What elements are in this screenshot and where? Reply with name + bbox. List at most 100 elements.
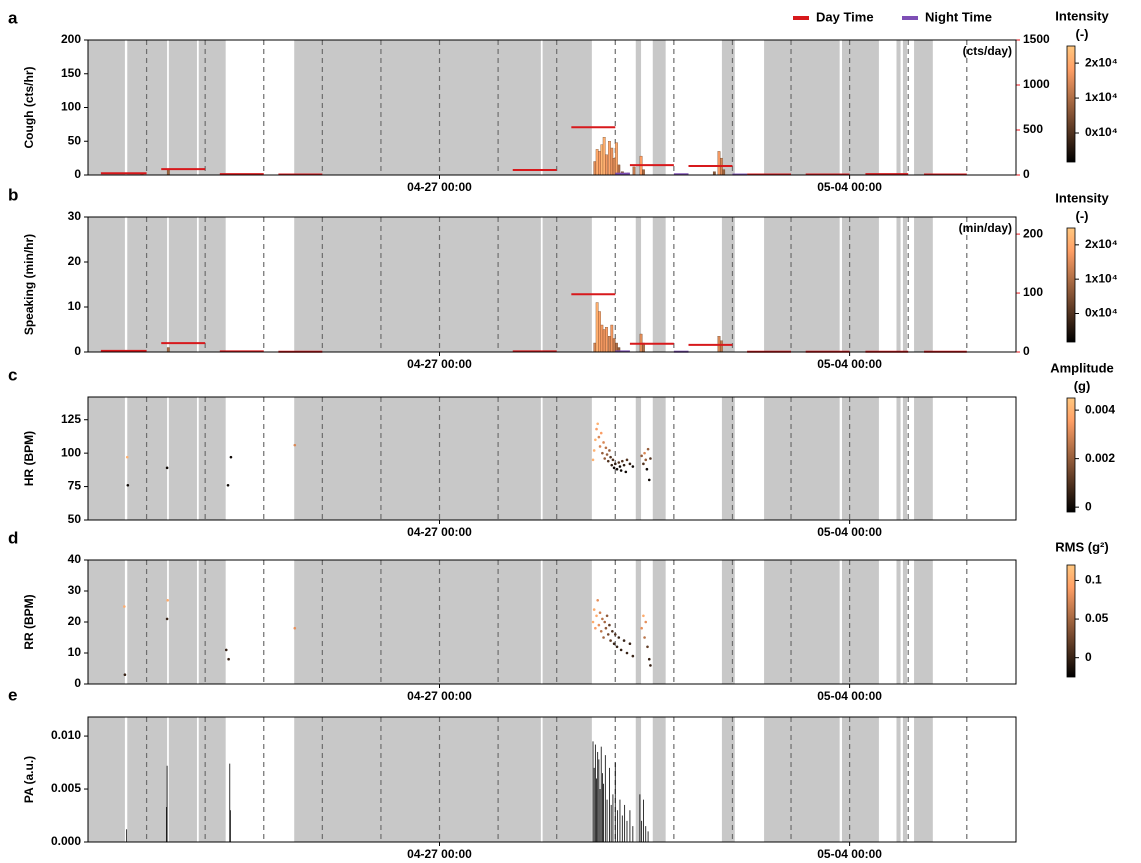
y-tick-label: 0 [74,167,81,181]
y-tick-label: 10 [68,645,82,659]
shaded-period [88,40,125,175]
scatter-point [592,449,596,452]
plot-frame [87,716,1017,843]
shaded-period [294,40,541,175]
y2-tick-label: 0 [1023,344,1030,358]
hourly-bar [598,311,601,353]
scatter-point [646,645,649,649]
scatter-point [594,438,597,442]
scatter-point [631,654,635,658]
y2-tick-label: 500 [1023,122,1043,136]
shaded-period [652,217,666,352]
shaded-period [198,40,226,175]
scatter-point [591,458,595,462]
colorbar [1066,45,1076,163]
shaded-period [721,397,735,520]
y2-tick-label: 200 [1023,226,1043,240]
x-tick-label: 04-27 00:00 [407,357,472,371]
colorbar-tick-label: 1x10⁴ [1085,90,1118,104]
shaded-period [635,217,642,352]
plot-frame [87,39,1017,176]
shaded-period [168,40,197,175]
scatter-point [631,465,635,468]
shaded-period [294,560,541,684]
scatter-point [619,648,623,652]
y-tick-label: 100 [61,100,81,114]
y-tick-label: 200 [61,32,81,46]
y-tick-label: 30 [68,209,82,223]
scatter-point [646,447,650,451]
scatter-point [598,445,602,448]
scatter-point [643,636,646,639]
shaded-period [721,40,735,175]
scatter-point [125,455,129,459]
scatter-point [604,446,608,450]
x-tick-label: 05-04 00:00 [817,180,882,194]
panel-label: e [8,685,17,704]
panel-label: c [8,365,17,384]
y2-unit-note: (min/day) [959,221,1012,235]
scatter-point [599,431,603,435]
hourly-bar [605,154,608,176]
shaded-period [842,717,879,842]
y-axis-label: RR (BPM) [22,594,36,649]
y-tick-label: 30 [68,583,82,597]
shaded-period [198,217,226,352]
hourly-bar [712,171,716,176]
shaded-period [542,40,592,175]
y2-tick-label: 1500 [1023,32,1050,46]
colorbar-tick-label: 0x10⁴ [1085,125,1118,139]
scatter-point [619,469,623,472]
scatter-point [606,459,610,463]
y2-tick-label: 100 [1023,285,1043,299]
shaded-period [168,560,197,684]
scatter-point [126,483,130,487]
hourly-bar [600,144,604,176]
hourly-bar [610,147,614,176]
shaded-period [88,397,125,520]
scatter-point [643,451,646,455]
panel-label: d [8,528,18,547]
shaded-period [721,560,735,684]
shaded-period [896,717,901,842]
scatter-point [603,620,607,624]
scatter-point [595,614,598,618]
colorbar-title: Amplitude [1050,360,1114,375]
y-tick-label: 10 [68,299,82,313]
colorbar [1066,227,1076,343]
colorbar-tick-label: 0.05 [1085,611,1109,625]
colorbar-tick-label: 0.1 [1085,573,1102,587]
shaded-period [896,397,901,520]
colorbar-unit: (-) [1076,26,1089,41]
hourly-bar [608,336,611,353]
shaded-period [635,717,642,842]
panel-label: b [8,185,18,204]
y-tick-label: 20 [68,254,82,268]
scatter-point [611,630,614,633]
scatter-point [615,467,619,471]
colorbar-tick-label: 0 [1085,499,1092,513]
y-tick-label: 40 [68,552,82,566]
scatter-point [293,443,297,447]
hourly-bar [598,151,601,176]
shaded-period [764,217,840,352]
shaded-period [198,560,226,684]
y-axis-label: Speaking (min/hr) [22,234,36,335]
colorbar-title: RMS (g²) [1055,539,1108,554]
shaded-period [652,717,666,842]
hourly-bar [166,169,170,176]
scatter-point [647,478,651,482]
hourly-bar [612,338,616,353]
y-tick-label: 150 [61,66,81,80]
scatter-point [645,467,649,471]
scatter-point [625,651,629,655]
shaded-period [88,217,125,352]
scatter-point [605,614,609,618]
shaded-period [198,397,226,520]
scatter-point [123,605,126,608]
scatter-point [165,466,169,470]
shaded-period [902,40,908,175]
scatter-point [649,664,652,667]
scatter-point [592,608,596,611]
hourly-bar [166,347,170,353]
